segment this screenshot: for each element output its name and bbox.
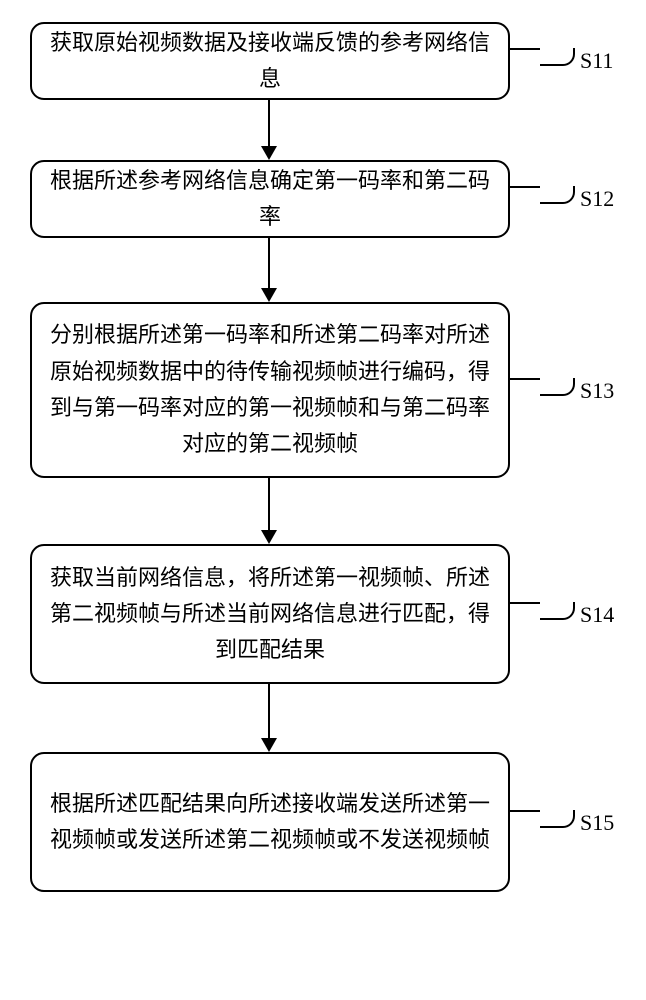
label-s12: S12 <box>580 186 614 212</box>
connector-line-s15 <box>510 810 540 812</box>
step-s15: 根据所述匹配结果向所述接收端发送所述第一视频帧或发送所述第二视频帧或不发送视频帧 <box>30 752 510 892</box>
arrow-4-head <box>261 738 277 752</box>
arrow-3-line <box>268 478 270 530</box>
step-s14: 获取当前网络信息，将所述第一视频帧、所述第二视频帧与所述当前网络信息进行匹配，得… <box>30 544 510 684</box>
connector-curve-s14 <box>540 602 575 620</box>
connector-curve-s11 <box>540 48 575 66</box>
arrow-1-line <box>268 100 270 146</box>
label-s14: S14 <box>580 602 614 628</box>
label-s15: S15 <box>580 810 614 836</box>
arrow-4-line <box>268 684 270 738</box>
connector-curve-s13 <box>540 378 575 396</box>
connector-line-s11 <box>510 48 540 50</box>
step-s14-text: 获取当前网络信息，将所述第一视频帧、所述第二视频帧与所述当前网络信息进行匹配，得… <box>46 560 494 669</box>
step-s11: 获取原始视频数据及接收端反馈的参考网络信息 <box>30 22 510 100</box>
connector-curve-s12 <box>540 186 575 204</box>
arrow-1-head <box>261 146 277 160</box>
connector-line-s14 <box>510 602 540 604</box>
step-s13-text: 分别根据所述第一码率和所述第二码率对所述原始视频数据中的待传输视频帧进行编码，得… <box>46 317 494 462</box>
arrow-2-head <box>261 288 277 302</box>
step-s15-text: 根据所述匹配结果向所述接收端发送所述第一视频帧或发送所述第二视频帧或不发送视频帧 <box>46 786 494 859</box>
step-s12: 根据所述参考网络信息确定第一码率和第二码率 <box>30 160 510 238</box>
step-s11-text: 获取原始视频数据及接收端反馈的参考网络信息 <box>46 25 494 98</box>
flowchart-container: 获取原始视频数据及接收端反馈的参考网络信息 S11 根据所述参考网络信息确定第一… <box>0 0 646 1000</box>
label-s11: S11 <box>580 48 613 74</box>
connector-curve-s15 <box>540 810 575 828</box>
connector-line-s12 <box>510 186 540 188</box>
step-s12-text: 根据所述参考网络信息确定第一码率和第二码率 <box>46 163 494 236</box>
arrow-3-head <box>261 530 277 544</box>
step-s13: 分别根据所述第一码率和所述第二码率对所述原始视频数据中的待传输视频帧进行编码，得… <box>30 302 510 478</box>
arrow-2-line <box>268 238 270 288</box>
label-s13: S13 <box>580 378 614 404</box>
connector-line-s13 <box>510 378 540 380</box>
